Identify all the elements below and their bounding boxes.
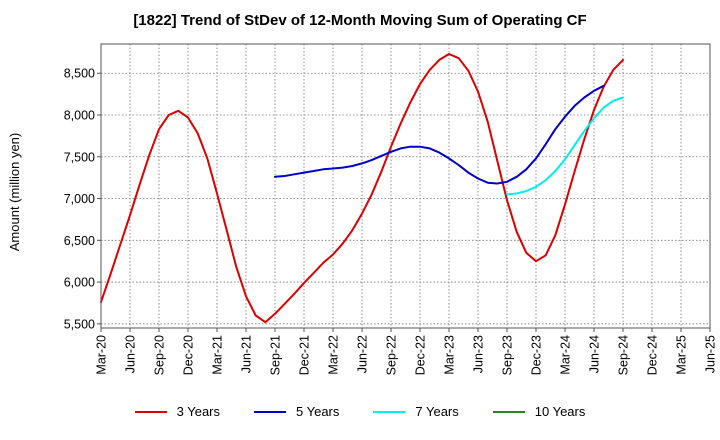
x-tick-label: Dec-24 [646,335,660,375]
x-tick-label: Mar-20 [95,335,109,375]
legend-swatch-7-years [373,410,406,413]
plot-frame [100,43,711,329]
y-tick-label: 6,000 [64,276,95,290]
legend-item-5-years[interactable]: 5 Years [254,404,339,419]
x-axis-ticks: Mar-20 Jun-20 Sep-20 Dec-20 Mar-21 Jun-21 Sep-… [95,328,718,375]
legend-item-10-years[interactable]: 10 Years [492,404,586,419]
x-tick-label: Jun-25 [704,335,718,373]
x-tick-label: Jun-20 [124,335,138,373]
x-tick-label: Mar-23 [443,335,457,375]
y-tick-label: 5,500 [64,317,95,331]
grid [101,44,710,328]
x-tick-label: Sep-20 [153,335,167,375]
x-tick-label: Dec-22 [414,335,428,375]
legend-label-10-years: 10 Years [534,404,586,419]
x-tick-label: Jun-21 [240,335,254,373]
x-tick-label: Mar-22 [327,335,341,375]
legend-label-5-years: 5 Years [296,404,340,419]
chart-plot: 5,500 6,000 6,500 7,000 7,500 8,000 8,500 Mar-… [7,43,718,375]
x-tick-label: Sep-23 [501,335,515,375]
x-tick-label: Mar-24 [559,335,573,375]
y-tick-label: 8,500 [64,67,95,81]
x-tick-label: Dec-21 [298,335,312,375]
y-tick-label: 6,500 [64,234,95,248]
legend-swatch-3-years [134,410,167,413]
x-tick-label: Mar-21 [211,335,225,375]
legend-item-3-years[interactable]: 3 Years [134,404,220,419]
y-tick-label: 7,000 [64,192,95,206]
x-tick-label: Jun-23 [472,335,486,373]
x-tick-label: Dec-23 [530,335,544,375]
series-line-5-years [274,84,605,185]
legend-label-7-years: 7 Years [415,404,459,419]
x-tick-label: Sep-22 [385,335,399,375]
series-line-3-years [100,53,624,324]
legend-label-3-years: 3 Years [176,404,220,419]
x-tick-label: Sep-21 [269,335,283,375]
x-tick-label: Mar-25 [675,335,689,375]
series-line-7-years [506,96,624,196]
legend-swatch-10-years [492,410,525,413]
series-lines [100,53,624,324]
y-tick-label: 7,500 [64,150,95,164]
legend-swatch-5-years [254,410,286,413]
x-tick-label: Jun-24 [588,335,602,373]
y-axis-label: Amount (million yen) [7,133,22,252]
x-tick-label: Jun-22 [356,335,370,373]
chart-title: [1822] Trend of StDev of 12-Month Moving… [133,12,587,29]
x-tick-label: Dec-20 [182,335,196,375]
x-tick-label: Sep-24 [617,335,631,375]
legend: 3 Years 5 Years 7 Years 10 Years [0,404,720,419]
y-tick-label: 8,000 [64,109,95,123]
y-axis-ticks: 5,500 6,000 6,500 7,000 7,500 8,000 8,500 [64,67,101,331]
legend-item-7-years[interactable]: 7 Years [373,404,459,419]
